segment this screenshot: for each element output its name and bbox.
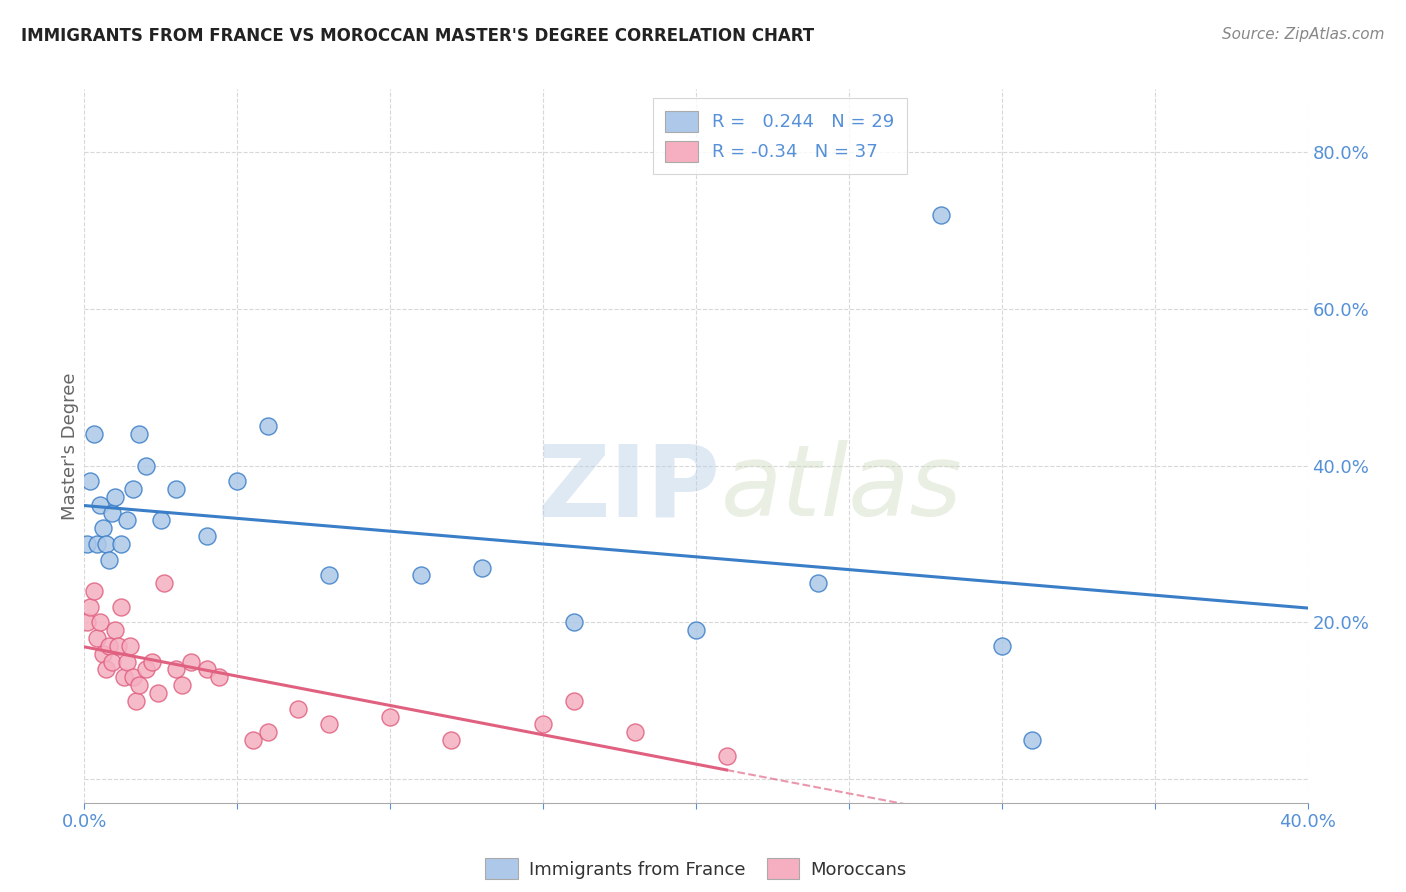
- Point: [991, 639, 1014, 653]
- Point: [141, 655, 163, 669]
- Point: [101, 655, 124, 669]
- Point: [128, 427, 150, 442]
- Point: [89, 615, 111, 630]
- Point: [165, 482, 187, 496]
- Point: [83, 584, 105, 599]
- Y-axis label: Master's Degree: Master's Degree: [62, 372, 80, 520]
- Point: [115, 655, 138, 669]
- Point: [76, 537, 98, 551]
- Point: [110, 537, 132, 551]
- Point: [624, 725, 647, 739]
- Point: [104, 624, 127, 638]
- Point: [242, 733, 264, 747]
- Point: [685, 624, 707, 638]
- Point: [83, 427, 105, 442]
- Point: [97, 552, 120, 566]
- Point: [471, 560, 494, 574]
- Point: [807, 576, 830, 591]
- Text: ZIP: ZIP: [537, 441, 720, 537]
- Point: [94, 663, 117, 677]
- Text: atlas: atlas: [720, 441, 962, 537]
- Text: IMMIGRANTS FROM FRANCE VS MOROCCAN MASTER'S DEGREE CORRELATION CHART: IMMIGRANTS FROM FRANCE VS MOROCCAN MASTE…: [21, 27, 814, 45]
- Point: [562, 694, 585, 708]
- Point: [97, 639, 120, 653]
- Point: [257, 725, 280, 739]
- Point: [409, 568, 432, 582]
- Point: [1021, 733, 1043, 747]
- Point: [208, 670, 231, 684]
- Point: [318, 717, 340, 731]
- Point: [112, 670, 135, 684]
- Point: [180, 655, 202, 669]
- Point: [440, 733, 463, 747]
- Point: [135, 458, 157, 473]
- Point: [125, 694, 148, 708]
- Point: [531, 717, 554, 731]
- Point: [380, 709, 402, 723]
- Point: [122, 670, 145, 684]
- Point: [135, 663, 157, 677]
- Point: [172, 678, 194, 692]
- Point: [115, 514, 138, 528]
- Point: [562, 615, 585, 630]
- Point: [226, 475, 249, 489]
- Point: [195, 663, 218, 677]
- Legend: Immigrants from France, Moroccans: Immigrants from France, Moroccans: [478, 851, 914, 887]
- Point: [318, 568, 340, 582]
- Point: [86, 537, 108, 551]
- Point: [110, 599, 132, 614]
- Point: [89, 498, 111, 512]
- Point: [122, 482, 145, 496]
- Point: [86, 631, 108, 645]
- Point: [146, 686, 169, 700]
- Point: [120, 639, 142, 653]
- Point: [195, 529, 218, 543]
- Point: [128, 678, 150, 692]
- Point: [165, 663, 187, 677]
- Point: [716, 748, 738, 763]
- Point: [79, 475, 101, 489]
- Point: [94, 537, 117, 551]
- Point: [104, 490, 127, 504]
- Point: [287, 702, 309, 716]
- Text: Source: ZipAtlas.com: Source: ZipAtlas.com: [1222, 27, 1385, 42]
- Point: [79, 599, 101, 614]
- Point: [76, 615, 98, 630]
- Point: [101, 506, 124, 520]
- Point: [107, 639, 129, 653]
- Point: [153, 576, 176, 591]
- Point: [257, 419, 280, 434]
- Point: [91, 521, 114, 535]
- Point: [91, 647, 114, 661]
- Point: [929, 208, 952, 222]
- Point: [149, 514, 172, 528]
